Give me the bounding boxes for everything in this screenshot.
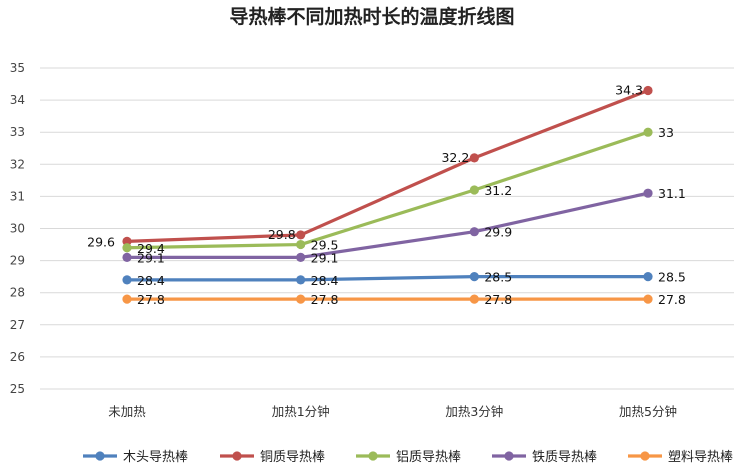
series-1 <box>122 85 653 246</box>
data-point <box>296 294 306 304</box>
data-label: 27.8 <box>137 292 165 307</box>
data-label: 27.8 <box>484 292 512 307</box>
data-point <box>296 239 306 250</box>
data-label: 29.1 <box>137 250 165 265</box>
legend-item: 铜质导热棒 <box>220 450 325 465</box>
legend-item: 木头导热棒 <box>83 450 188 465</box>
data-point <box>643 85 653 96</box>
data-point <box>122 275 132 285</box>
x-category-label: 加热1分钟 <box>272 404 330 419</box>
data-label: 34.3 <box>615 82 643 97</box>
y-tick-label: 25 <box>10 382 25 396</box>
legend-item: 塑料导热棒 <box>628 450 733 465</box>
data-label: 29.6 <box>87 234 115 249</box>
data-point <box>122 294 132 304</box>
data-label: 28.5 <box>658 270 686 285</box>
legend: 木头导热棒 铜质导热棒 铝质导热棒 铁质导热棒 塑料导热棒 <box>83 450 733 465</box>
x-category-label: 加热5分钟 <box>619 404 677 419</box>
y-tick-label: 32 <box>10 157 25 171</box>
data-label: 28.4 <box>137 273 165 288</box>
data-label: 28.4 <box>311 273 339 288</box>
data-point <box>469 272 479 282</box>
data-point <box>296 230 306 240</box>
x-category-label: 未加热 <box>108 404 146 419</box>
data-label: 29.1 <box>311 250 339 265</box>
y-tick-label: 26 <box>10 350 25 364</box>
data-label: 31.1 <box>658 186 686 201</box>
data-label: 31.2 <box>484 183 512 198</box>
y-tick-label: 28 <box>10 286 25 300</box>
y-tick-label: 31 <box>10 189 25 203</box>
series-line <box>125 130 650 250</box>
chart-title: 导热棒不同加热时长的温度折线图 <box>229 5 514 28</box>
legend-swatch-marker <box>95 451 105 461</box>
legend-label: 塑料导热棒 <box>668 450 733 465</box>
y-axis-ticks: 25 26 27 28 29 30 31 32 33 34 35 <box>10 61 25 396</box>
x-axis-categories: 未加热 加热1分钟 加热3分钟 加热5分钟 <box>108 404 677 419</box>
data-label: 33 <box>658 125 674 140</box>
data-point <box>643 294 653 304</box>
data-label: 29.8 <box>268 227 296 242</box>
legend-item: 铝质导热棒 <box>356 450 461 465</box>
series-3 <box>122 188 653 262</box>
legend-label: 木头导热棒 <box>123 450 188 465</box>
legend-swatch-marker <box>368 451 378 461</box>
series-layer <box>122 85 653 304</box>
y-tick-label: 27 <box>10 318 25 332</box>
data-point <box>469 185 479 195</box>
legend-item: 铁质导热棒 <box>492 450 597 465</box>
legend-swatch-marker <box>504 451 514 461</box>
legend-label: 铁质导热棒 <box>532 450 597 465</box>
data-label: 27.8 <box>311 292 339 307</box>
data-point <box>122 252 132 262</box>
data-labels: 28.4 28.4 28.5 28.5 29.6 29.8 32.2 34.3 29.4 29.5… <box>87 82 686 307</box>
series-line <box>125 191 650 259</box>
data-point <box>469 227 479 237</box>
legend-label: 铝质导热棒 <box>396 450 461 465</box>
data-point <box>643 188 653 198</box>
data-point <box>296 252 306 262</box>
y-tick-label: 29 <box>10 254 25 268</box>
data-label: 29.9 <box>484 225 512 240</box>
data-label: 28.5 <box>484 270 512 285</box>
data-point <box>122 243 132 253</box>
series-4 <box>122 294 653 304</box>
data-label: 32.2 <box>441 150 469 165</box>
grid-layer <box>40 67 734 390</box>
data-point <box>643 127 653 137</box>
series-0 <box>122 272 653 285</box>
y-tick-label: 33 <box>10 125 25 139</box>
legend-swatch-marker <box>232 451 242 461</box>
data-label: 29.4 <box>137 241 165 256</box>
data-point <box>296 275 306 285</box>
legend-label: 铜质导热棒 <box>260 450 325 465</box>
series-2 <box>122 127 653 253</box>
x-category-label: 加热3分钟 <box>445 404 503 419</box>
data-label: 27.8 <box>658 292 686 307</box>
data-point <box>643 272 653 282</box>
series-line <box>125 88 650 243</box>
y-tick-label: 35 <box>10 61 25 75</box>
series-line <box>125 275 650 282</box>
legend-swatch-marker <box>640 451 650 461</box>
y-tick-label: 30 <box>10 222 25 236</box>
data-point <box>122 236 132 246</box>
y-tick-label: 34 <box>10 93 25 107</box>
data-point <box>469 153 479 163</box>
data-label: 29.5 <box>311 238 339 253</box>
data-point <box>469 294 479 304</box>
